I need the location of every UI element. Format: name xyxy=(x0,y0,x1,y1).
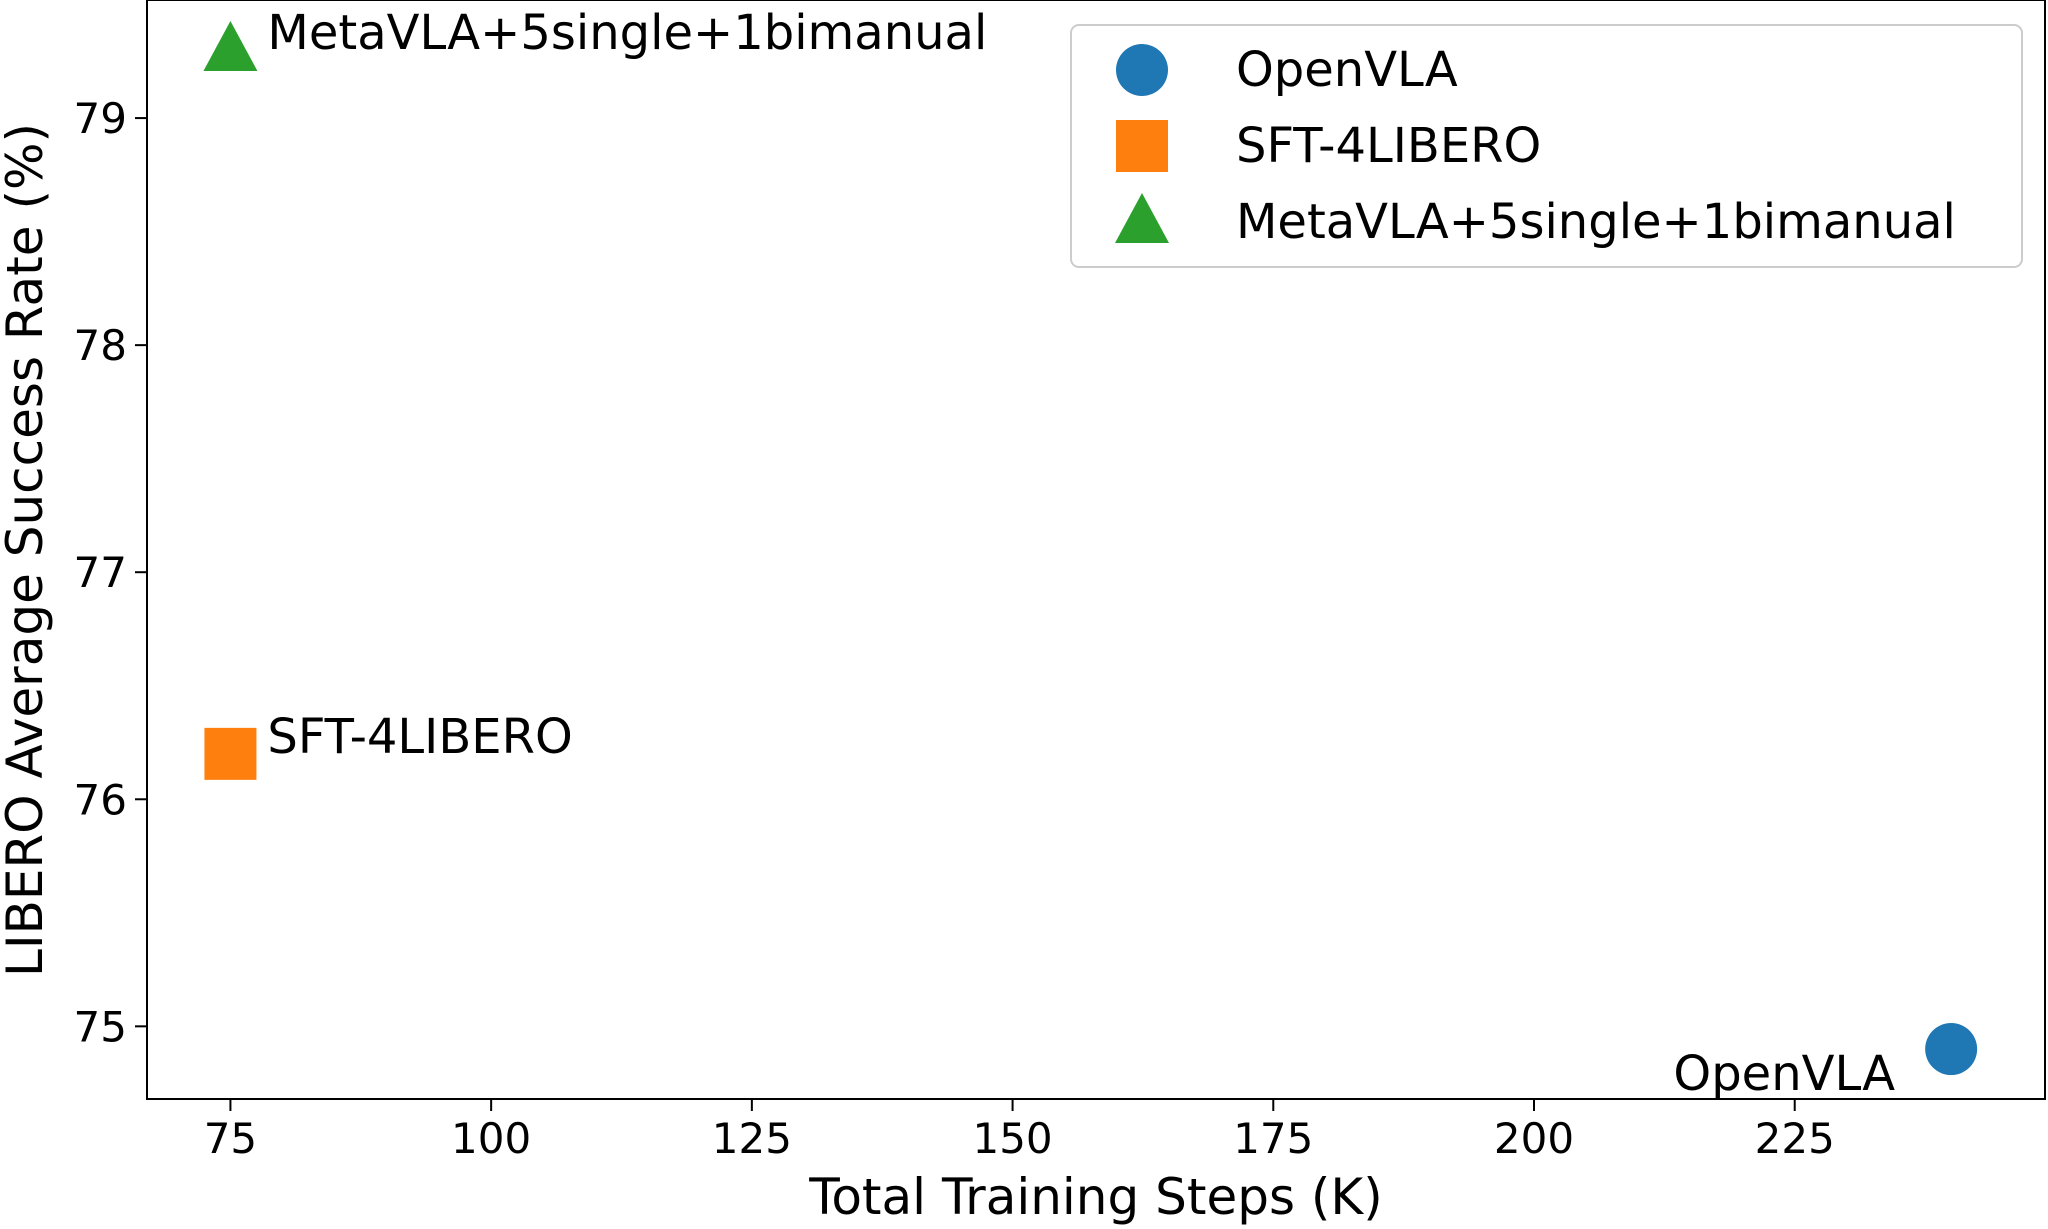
x-tick-label: 200 xyxy=(1494,1114,1574,1163)
x-axis-ticks: 75 100 125 150 175 200 225 xyxy=(204,1099,1835,1163)
point-label-metavla-5single-1bimanual: MetaVLA+5single+1bimanual xyxy=(267,5,987,61)
data-point-metavla-5single-1bimanual xyxy=(203,20,258,71)
legend-marker-metavla-5single-1bimanual xyxy=(1115,193,1169,243)
y-tick-label: 78 xyxy=(74,321,127,370)
y-tick-label: 79 xyxy=(74,94,127,143)
point-annotations: OpenVLA SFT-4LIBERO MetaVLA+5single+1biman… xyxy=(267,5,1895,1102)
y-axis-ticks: 75 76 77 78 79 xyxy=(74,94,147,1051)
point-label-openvla: OpenVLA xyxy=(1673,1046,1895,1102)
legend-marker-openvla xyxy=(1116,44,1168,96)
data-point-openvla xyxy=(1925,1023,1978,1076)
plot-frame xyxy=(146,0,2046,1100)
x-tick-label: 125 xyxy=(712,1114,792,1163)
legend-marker-sft-4libero xyxy=(1116,120,1168,172)
point-label-sft-4libero: SFT-4LIBERO xyxy=(267,709,572,765)
legend-label-sft-4libero: SFT-4LIBERO xyxy=(1236,118,1541,174)
x-tick-label: 175 xyxy=(1233,1114,1313,1163)
data-point-sft-4libero xyxy=(204,727,257,780)
y-tick-label: 75 xyxy=(74,1002,127,1051)
x-tick-label: 100 xyxy=(451,1114,531,1163)
x-tick-label: 150 xyxy=(972,1114,1052,1163)
y-tick-label: 77 xyxy=(74,548,127,597)
y-tick-label: 76 xyxy=(74,775,127,824)
legend: OpenVLA SFT-4LIBERO MetaVLA+5single+1biman… xyxy=(1070,24,2023,268)
x-tick-label: 225 xyxy=(1755,1114,1835,1163)
y-axis-label: LIBERO Average Success Rate (%) xyxy=(0,123,54,977)
data-marks xyxy=(203,20,1978,1076)
legend-box xyxy=(1070,24,2023,268)
x-tick-label: 75 xyxy=(204,1114,257,1163)
legend-label-openvla: OpenVLA xyxy=(1236,42,1458,98)
legend-label-metavla-5single-1bimanual: MetaVLA+5single+1bimanual xyxy=(1236,194,1956,250)
x-axis-label: Total Training Steps (K) xyxy=(808,1168,1382,1226)
